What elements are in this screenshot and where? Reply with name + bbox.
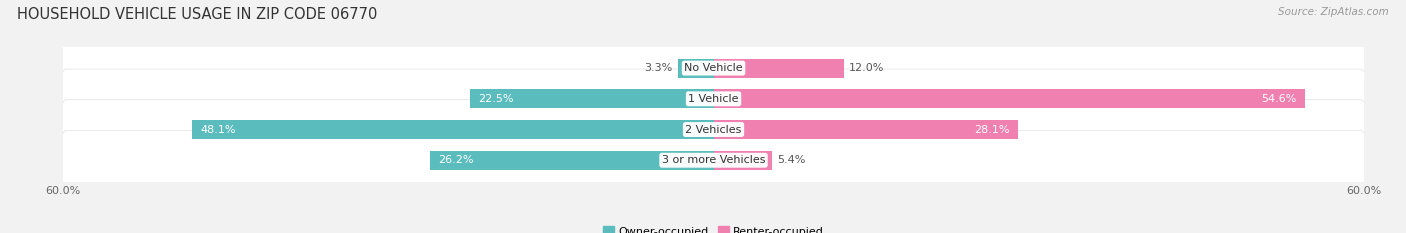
Bar xyxy=(713,120,1018,139)
Text: 26.2%: 26.2% xyxy=(439,155,474,165)
Text: 5.4%: 5.4% xyxy=(778,155,806,165)
Bar xyxy=(713,89,1305,108)
Text: 3.3%: 3.3% xyxy=(644,63,672,73)
Text: 1 Vehicle: 1 Vehicle xyxy=(689,94,738,104)
Legend: Owner-occupied, Renter-occupied: Owner-occupied, Renter-occupied xyxy=(599,222,828,233)
Bar xyxy=(470,89,713,108)
Text: 54.6%: 54.6% xyxy=(1261,94,1296,104)
Text: 22.5%: 22.5% xyxy=(478,94,513,104)
Bar xyxy=(678,58,713,78)
Text: 2 Vehicles: 2 Vehicles xyxy=(685,124,742,134)
Text: No Vehicle: No Vehicle xyxy=(685,63,742,73)
Text: 28.1%: 28.1% xyxy=(974,124,1010,134)
Text: 12.0%: 12.0% xyxy=(849,63,884,73)
Text: Source: ZipAtlas.com: Source: ZipAtlas.com xyxy=(1278,7,1389,17)
Bar xyxy=(430,151,713,170)
Text: 48.1%: 48.1% xyxy=(201,124,236,134)
Bar xyxy=(193,120,713,139)
Text: HOUSEHOLD VEHICLE USAGE IN ZIP CODE 06770: HOUSEHOLD VEHICLE USAGE IN ZIP CODE 0677… xyxy=(17,7,377,22)
FancyBboxPatch shape xyxy=(60,100,1367,159)
Bar xyxy=(713,58,844,78)
FancyBboxPatch shape xyxy=(60,130,1367,190)
FancyBboxPatch shape xyxy=(60,69,1367,129)
FancyBboxPatch shape xyxy=(60,38,1367,98)
Text: 3 or more Vehicles: 3 or more Vehicles xyxy=(662,155,765,165)
Bar xyxy=(713,151,772,170)
